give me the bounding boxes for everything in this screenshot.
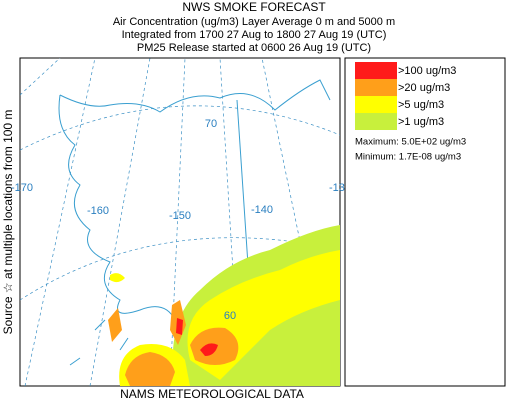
footer: NAMS METEOROLOGICAL DATA <box>120 387 304 401</box>
smoke-area <box>108 308 122 342</box>
legend-label: >20 ug/m3 <box>398 82 450 94</box>
legend-swatch <box>355 96 397 113</box>
legend-label: >100 ug/m3 <box>398 65 456 77</box>
legend-label: >1 ug/m3 <box>398 116 444 128</box>
map-label: -140 <box>251 204 273 216</box>
map-label: -160 <box>87 205 109 217</box>
islands <box>69 319 129 366</box>
title: NWS SMOKE FORECAST <box>182 0 326 14</box>
minimum: Minimum: 1.7E-08 ug/m3 <box>355 152 461 163</box>
subtitle: Integrated from 1700 27 Aug to 1800 27 A… <box>122 29 387 41</box>
subtitle: Air Concentration (ug/m3) Layer Average … <box>113 16 395 28</box>
legend-swatch <box>355 62 397 79</box>
maximum: Maximum: 5.0E+02 ug/m3 <box>355 137 466 148</box>
subtitle: PM25 Release started at 0600 26 Aug 19 (… <box>137 42 371 54</box>
side-label: Source ☆ at multiple locations from 100 … <box>1 110 15 335</box>
map-label: -170 <box>11 182 33 194</box>
map-label: 60 <box>224 310 236 322</box>
legend-swatch <box>355 113 397 130</box>
smoke-area <box>110 273 125 283</box>
graticule <box>20 58 340 386</box>
smoke-area <box>176 318 183 335</box>
smoke-area <box>200 343 218 356</box>
legend-swatch <box>355 79 397 96</box>
smoke-area <box>125 352 175 386</box>
map-label: -150 <box>169 210 191 222</box>
legend-label: >5 ug/m3 <box>398 99 444 111</box>
map-label: 70 <box>205 118 217 130</box>
